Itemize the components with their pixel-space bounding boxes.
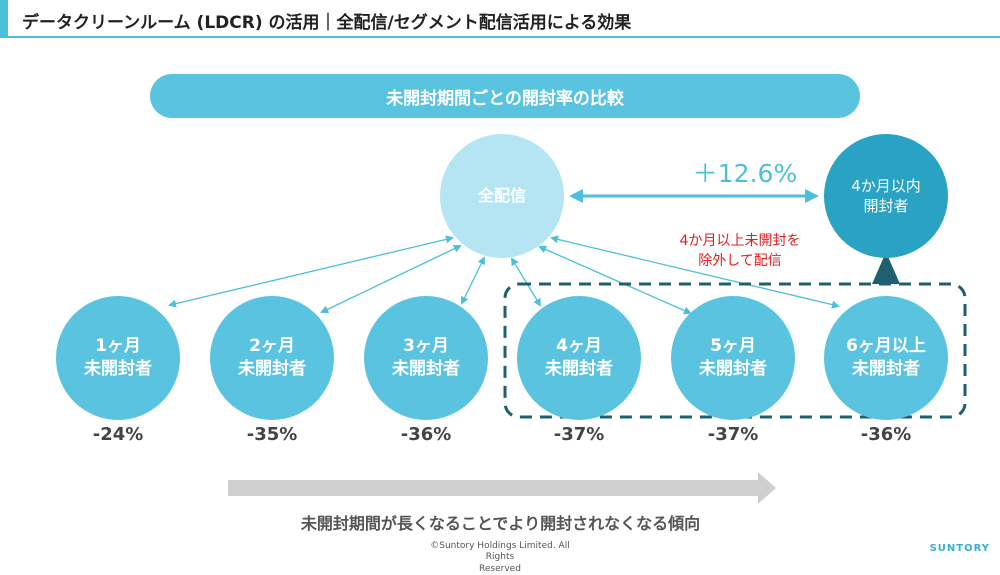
brand-logo: SUNTORY [929,543,990,554]
segment-1-type: 未開封者 [84,359,152,379]
segment-3-type: 未開封者 [392,359,460,379]
trend-label: 未開封期間が長くなることでより開封されなくなる傾向 [300,514,701,533]
within-4-months-line2: 開封者 [863,197,909,215]
segment-circle-6: 6ヶ月以上 未開封者 [824,296,948,420]
copyright-line1: ©Suntory Holdings Limited. All Rights [430,541,570,563]
exclude-note-line1: 4か月以上未開封を [679,233,801,249]
segment-circle-3: 3ヶ月 未開封者 [364,296,488,420]
segment-2-type: 未開封者 [238,359,306,379]
all-delivery-label: 全配信 [477,186,526,206]
segment-2-change: -35% [246,424,298,445]
segment-5-period: 5ヶ月 [710,336,756,357]
segment-3-period: 3ヶ月 [403,336,449,357]
connector-seg4 [510,257,542,307]
segment-5-change: -37% [707,424,759,445]
header-bar: データクリーンルーム (LDCR) の活用｜全配信/セグメント配信活用による効果 [0,0,1000,38]
segment-1-change: -24% [92,424,144,445]
segment-6-change: -36% [860,424,912,445]
segment-6-type: 未開封者 [852,359,920,379]
all-delivery-circle: 全配信 [440,134,564,258]
copyright: ©Suntory Holdings Limited. All Rights Re… [416,541,584,575]
segment-circle-5: 5ヶ月 未開封者 [671,296,795,420]
segment-3-change: -36% [400,424,452,445]
segment-circle-4: 4ヶ月 未開封者 [517,296,641,420]
comparison-banner: 未開封期間ごとの開封率の比較 [150,74,860,118]
within-4-months-circle: 4か月以内 開封者 [824,134,948,258]
exclude-note-line2: 除外して配信 [698,252,782,269]
segment-2-period: 2ヶ月 [249,336,295,357]
segment-1-period: 1ヶ月 [95,336,141,357]
connector-seg6 [550,235,840,309]
segment-5-type: 未開封者 [699,359,767,379]
page-title: データクリーンルーム (LDCR) の活用｜全配信/セグメント配信活用による効果 [22,13,632,33]
connector-seg3 [461,256,485,305]
segment-4-change: -37% [553,424,605,445]
copyright-line2: Reserved [479,563,521,574]
exclude-note: 4か月以上未開封を 除外して配信 [660,232,820,271]
connector-seg2 [320,244,462,314]
within-4-months-line1: 4か月以内 [851,176,921,195]
segment-6-period: 6ヶ月以上 [846,336,926,357]
segment-4-type: 未開封者 [545,359,613,379]
connector-seg1 [168,235,454,308]
group-pointer-triangle [872,252,900,284]
segment-4-period: 4ヶ月 [556,336,602,357]
segment-circle-1: 1ヶ月 未開封者 [56,296,180,420]
segment-circle-2: 2ヶ月 未開封者 [210,296,334,420]
delta-label: ＋12.6% [692,159,798,188]
excluded-group-border [503,282,967,419]
header-accent [0,0,8,36]
trend-arrow [228,472,776,504]
